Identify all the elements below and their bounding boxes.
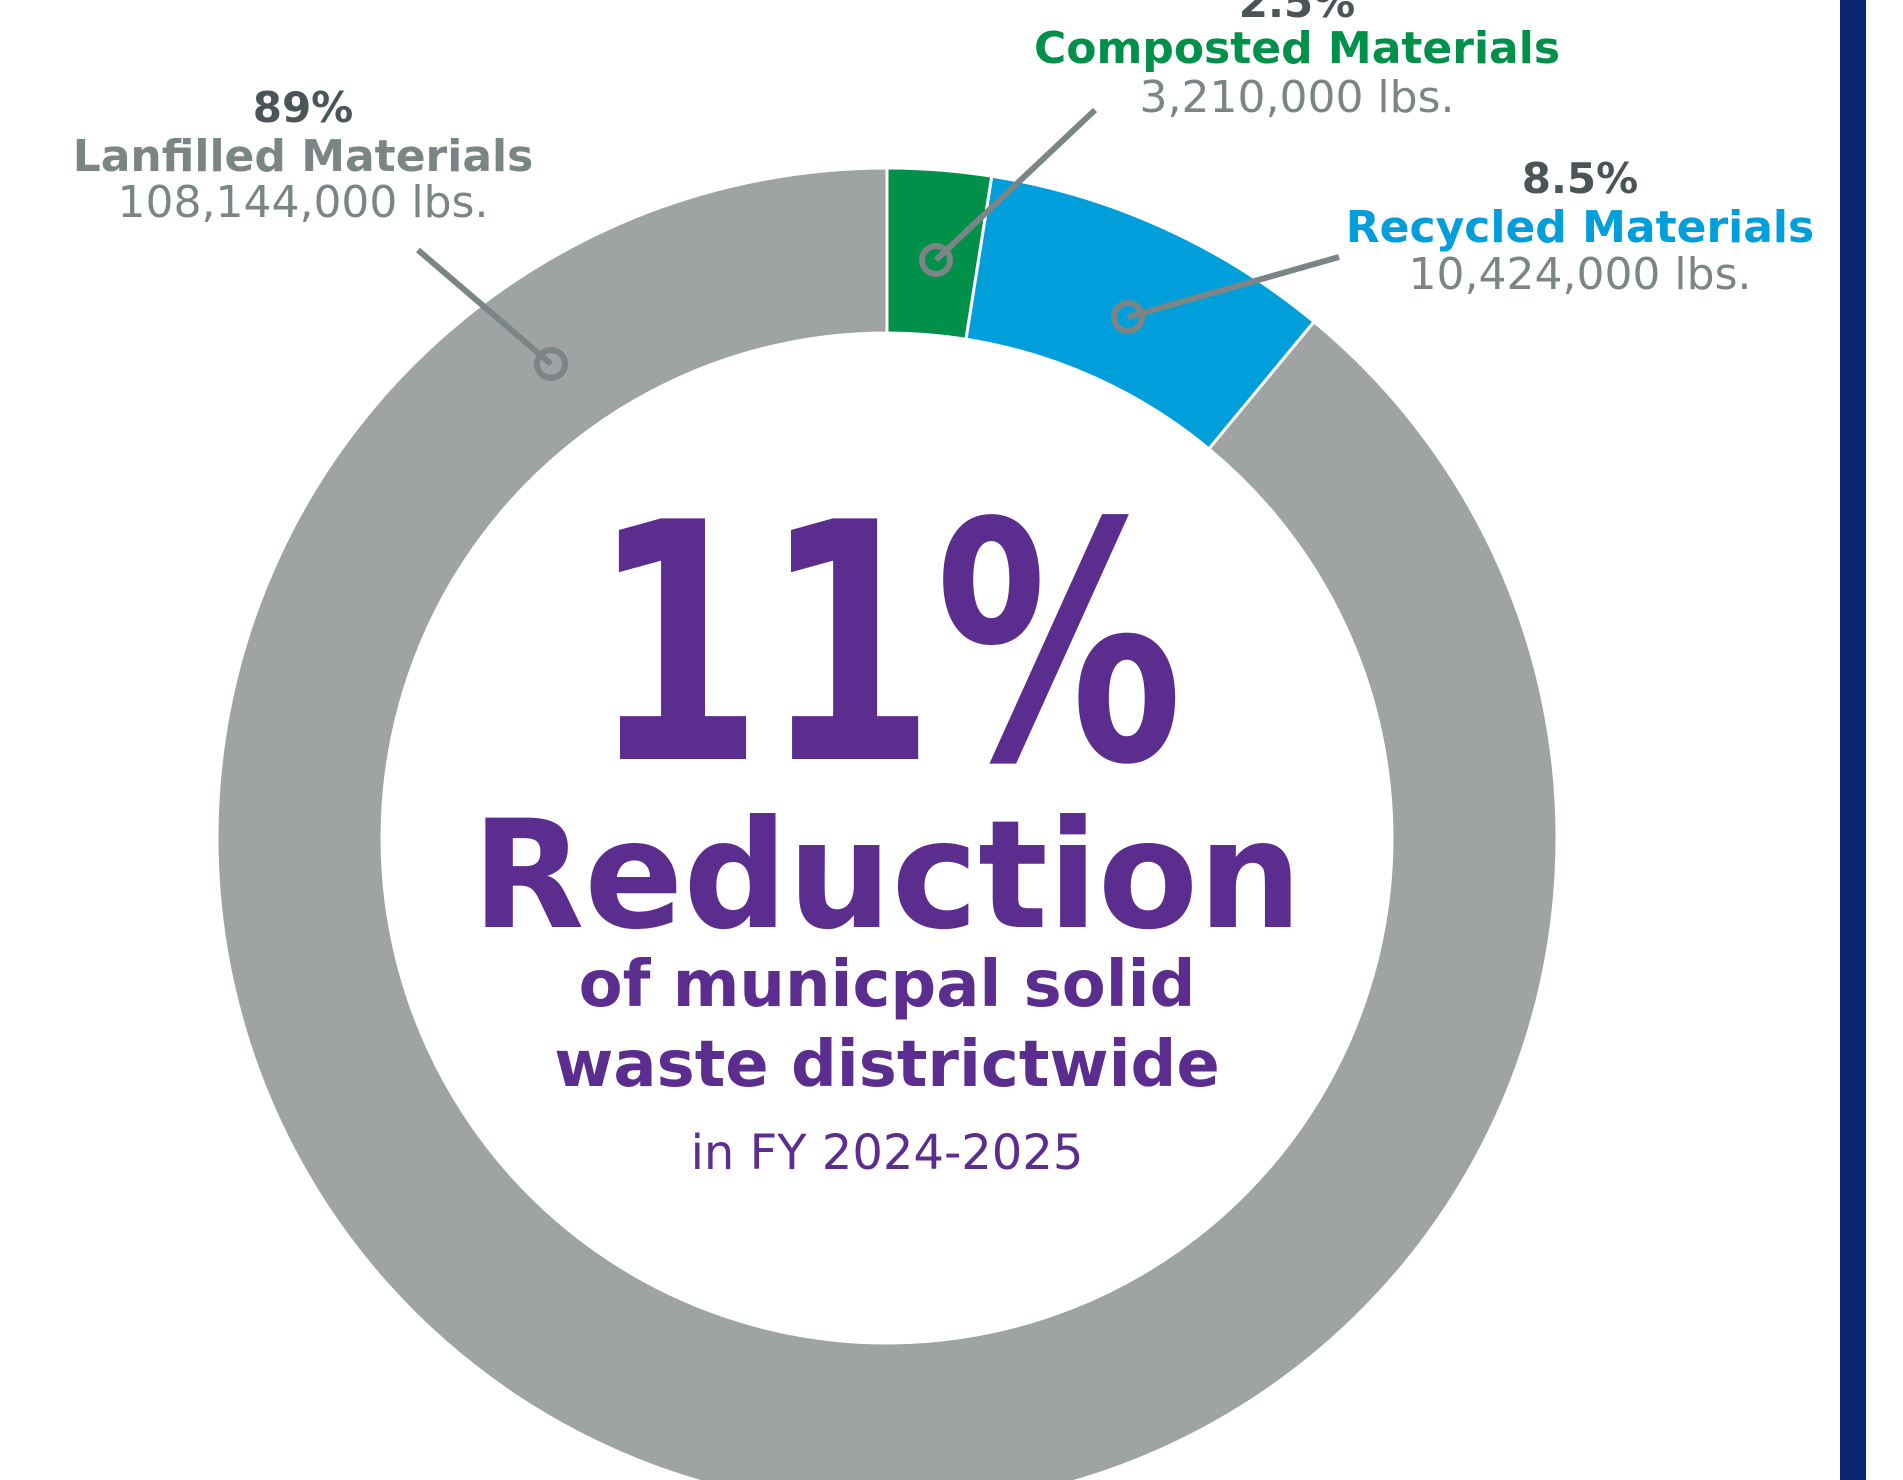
leader-line	[416, 247, 553, 367]
leader-dot	[1111, 300, 1145, 334]
center-headline: 11%	[591, 453, 1183, 837]
leader-line	[933, 107, 1098, 263]
leader-line	[1127, 254, 1340, 320]
category-label: Lanfilled Materials	[73, 131, 534, 182]
value-label: 89%	[253, 83, 354, 132]
donut-segment	[215, 166, 1559, 1480]
leader-dot	[919, 243, 953, 277]
side-bar	[1840, 0, 1866, 1480]
center-line: of municpal solid	[579, 948, 1196, 1022]
amount-label: 108,144,000 lbs.	[118, 177, 489, 228]
value-label: 2.5%	[1239, 0, 1355, 27]
center-note: in FY 2024-2025	[691, 1125, 1084, 1181]
amount-label: 10,424,000 lbs.	[1409, 249, 1752, 300]
category-label: Composted Materials	[1034, 23, 1560, 74]
center-line: waste districtwide	[554, 1028, 1219, 1102]
center-subhead: Reduction	[472, 789, 1302, 963]
value-label: 8.5%	[1522, 154, 1638, 203]
amount-label: 3,210,000 lbs.	[1140, 72, 1455, 123]
category-label: Recycled Materials	[1346, 202, 1814, 253]
leader-dot	[534, 347, 568, 381]
